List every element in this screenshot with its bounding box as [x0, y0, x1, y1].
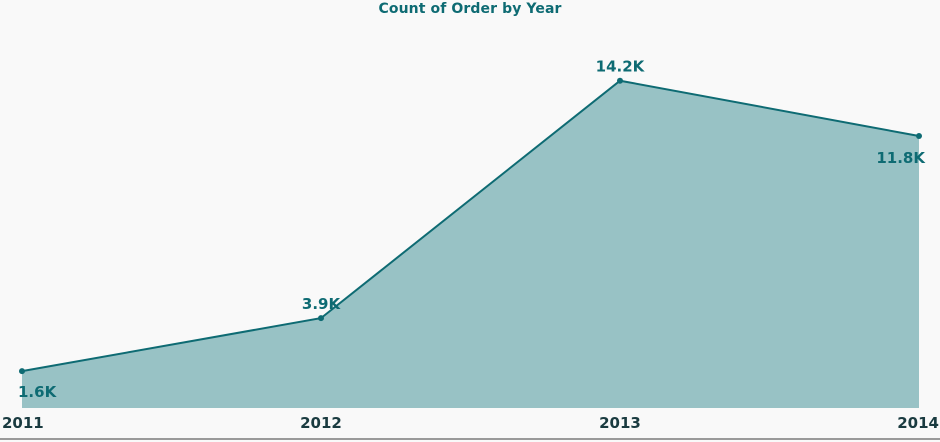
data-label-2013: 14.2K — [596, 58, 646, 76]
data-point-2012[interactable] — [318, 315, 324, 322]
x-tick-label-2012: 2012 — [300, 414, 342, 432]
line-layer — [21, 79, 920, 373]
area-layer — [22, 80, 919, 409]
data-point-2013[interactable] — [617, 77, 623, 84]
point-layer — [19, 77, 922, 375]
x-tick-label-2014: 2014 — [897, 414, 939, 432]
data-label-2012: 3.9K — [302, 295, 342, 313]
label-layer: 1.6K 3.9K 14.2K 11.8K — [18, 58, 926, 401]
tick-layer: 2011 2012 2013 2014 — [2, 414, 939, 432]
chart-title: Count of Order by Year — [378, 1, 562, 17]
x-tick-label-2011: 2011 — [2, 414, 44, 432]
series-line — [21, 79, 920, 373]
data-label-2011: 1.6K — [18, 383, 58, 401]
data-label-2014: 11.8K — [876, 149, 926, 167]
x-tick-label-2013: 2013 — [599, 414, 641, 432]
data-point-2011[interactable] — [19, 368, 25, 375]
series-area — [22, 80, 919, 409]
bottom-border — [0, 438, 940, 440]
data-point-2014[interactable] — [916, 133, 922, 140]
